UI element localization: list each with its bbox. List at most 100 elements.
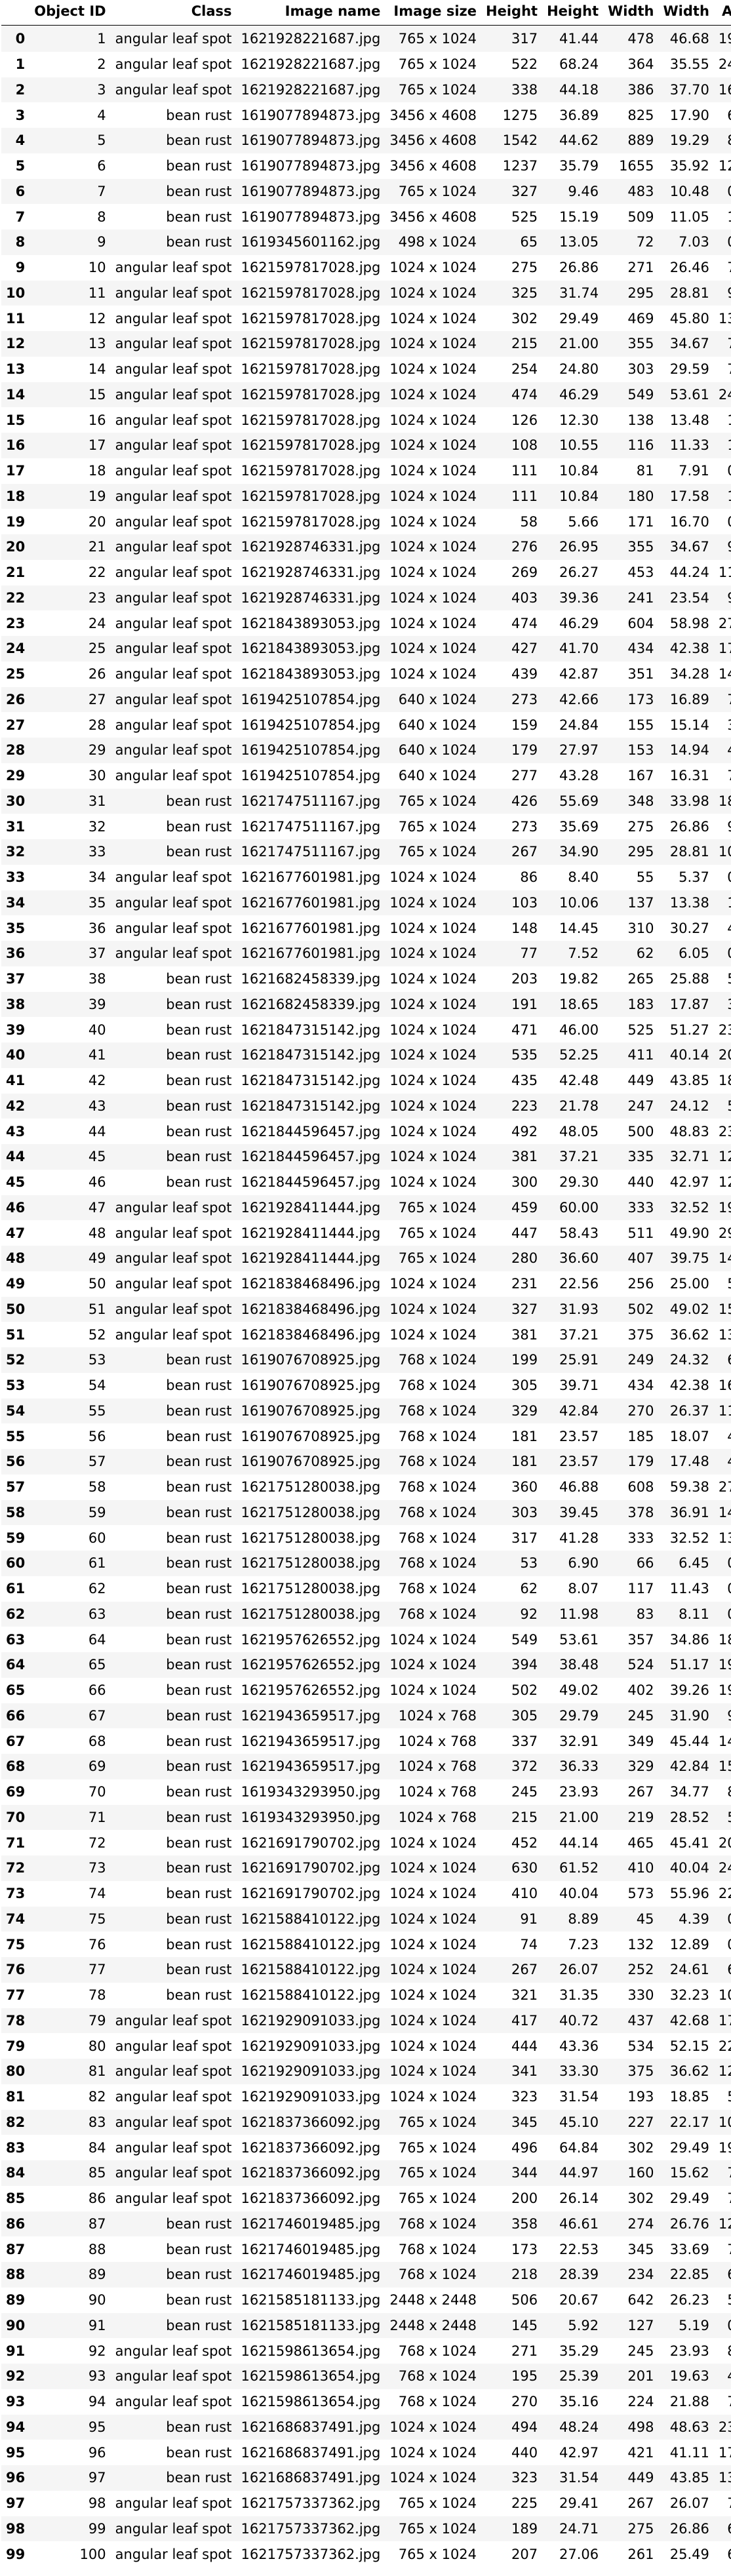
image-size-cell: 768 x 1024	[398, 2241, 477, 2257]
width-px-cell: 270	[603, 1398, 659, 1424]
class-cell: angular leaf spot	[115, 666, 232, 683]
height-pct-cell: 45.10	[542, 2109, 604, 2135]
image-name-cell: 1621597817028.jpg	[236, 280, 385, 306]
image-name-cell: 1621843893053.jpg	[236, 636, 385, 662]
height-px-cell: 360	[511, 1479, 538, 1496]
image-size-cell: 1024 x 768	[398, 1733, 477, 1749]
height-px-cell: 200	[511, 2190, 538, 2207]
width-pct-cell: 19.29	[658, 128, 714, 153]
area-cell: 6.49	[713, 2262, 731, 2288]
image-size-cell: 2448 x 2448	[385, 2312, 482, 2339]
table-row: 7 8 bean rust 1619077894873.jpg 3456 x 4608 5…	[1, 204, 731, 229]
area-cell: 6.63	[713, 2516, 731, 2542]
row-index: 56	[1, 1449, 30, 1475]
width-pct-cell: 11.43	[669, 1581, 709, 1597]
object-id-cell: 79	[30, 2008, 111, 2034]
height-pct-cell: 23.93	[559, 1784, 599, 1800]
height-pct-cell: 58.43	[559, 1225, 599, 1241]
class-cell: bean rust	[166, 1987, 232, 2004]
width-px-cell: 573	[627, 1886, 654, 1902]
row-index: 13	[6, 361, 26, 378]
width-px-cell: 421	[627, 2444, 654, 2461]
height-pct-cell: 42.48	[559, 1073, 599, 1089]
area-cell: 24.26	[718, 56, 731, 73]
height-pct-cell: 25.91	[542, 1347, 604, 1373]
object-id-cell: 52	[88, 1326, 106, 1343]
height-px-cell: 91	[481, 1906, 543, 1932]
height-pct-cell: 24.80	[559, 361, 599, 378]
width-px-cell: 245	[603, 1703, 659, 1729]
object-id-cell: 77	[30, 1957, 111, 1983]
width-px-cell: 333	[603, 1195, 659, 1221]
height-px-cell: 317	[481, 25, 543, 52]
object-id-cell: 39	[30, 991, 111, 1018]
class-cell: bean rust	[166, 1834, 232, 1851]
image-name-cell: 1621588410122.jpg	[236, 1957, 385, 1983]
area-cell: 17.38	[713, 2008, 731, 2034]
height-px-cell: 199	[481, 1347, 543, 1373]
row-index: 4	[1, 128, 30, 153]
area-cell: 7.71	[714, 2186, 731, 2211]
height-pct-cell: 36.89	[559, 107, 599, 123]
width-pct-cell: 51.27	[669, 1021, 709, 1038]
table-row: 22 23 angular leaf spot 1621928746331.jpg 10…	[1, 585, 731, 611]
height-pct-cell: 46.00	[559, 1021, 599, 1038]
height-px-cell: 145	[481, 2312, 543, 2339]
height-px-cell: 218	[481, 2262, 543, 2288]
image-name-cell: 1619076708925.jpg	[241, 1428, 381, 1444]
height-pct-cell: 8.07	[568, 1581, 599, 1597]
height-pct-cell: 23.57	[542, 1449, 604, 1475]
row-index: 19	[6, 513, 26, 530]
row-index: 39	[6, 1021, 26, 1038]
row-index: 66	[1, 1703, 30, 1729]
image-size-cell: 1024 x 1024	[389, 1123, 477, 1139]
object-id-cell: 29	[30, 738, 111, 763]
index-header	[1, 1, 30, 26]
row-index: 83	[6, 2139, 26, 2156]
image-size-cell: 765 x 1024	[385, 77, 482, 103]
class-cell: bean rust	[110, 128, 237, 153]
table-row: 29 30 angular leaf spot 1619425107854.jpg 64…	[1, 763, 731, 789]
image-size-cell: 1024 x 1024	[389, 920, 477, 936]
class-cell: angular leaf spot	[110, 2008, 237, 2034]
image-name-cell: 1619425107854.jpg	[236, 686, 385, 713]
width-px-cell: 302	[627, 2190, 654, 2207]
width-pct-cell: 29.49	[669, 2190, 709, 2207]
row-index: 64	[1, 1652, 30, 1678]
row-index: 90	[1, 2312, 30, 2339]
image-size-cell: 1024 x 1024	[385, 636, 482, 662]
class-cell: bean rust	[110, 991, 237, 1018]
image-size-cell: 765 x 1024	[385, 1195, 482, 1221]
object-id-cell: 82	[88, 2089, 106, 2105]
image-size-cell: 765 x 1024	[398, 1225, 477, 1241]
width-pct-cell: 13.38	[658, 890, 714, 916]
table-row: 97 98 angular leaf spot 1621757337362.jpg 76…	[1, 2491, 731, 2516]
table-row: 4 5 bean rust 1619077894873.jpg 3456 x 4608 1…	[1, 128, 731, 153]
area-cell: 19.51	[713, 1195, 731, 1221]
class-cell: bean rust	[166, 1021, 232, 1038]
area-cell: 1.68	[714, 204, 731, 229]
image-name-cell: 1621929091033.jpg	[241, 2038, 381, 2054]
row-index: 1	[15, 56, 26, 73]
width-px-cell: 183	[603, 991, 659, 1018]
width-pct-cell: 7.03	[658, 229, 714, 255]
table-row: 54 55 bean rust 1619076708925.jpg 768 x 1024…	[1, 1398, 731, 1424]
object-id-cell: 8	[97, 208, 106, 225]
image-name-cell: 1621957626552.jpg	[241, 1682, 381, 1699]
image-size-cell: 768 x 1024	[385, 2364, 482, 2389]
object-id-cell: 69	[30, 1754, 111, 1779]
height-px-cell: 403	[481, 585, 543, 611]
object-id-cell: 11	[30, 280, 111, 306]
object-id-cell: 7	[30, 178, 111, 205]
table-row: 2 3 angular leaf spot 1621928221687.jpg 765 …	[1, 77, 731, 103]
area-cell: 0.92	[714, 1576, 731, 1602]
width-px-cell: 252	[603, 1957, 659, 1983]
width-px-cell: 549	[603, 382, 659, 408]
class-cell: bean rust	[166, 1479, 232, 1496]
image-size-cell: 768 x 1024	[385, 2211, 482, 2237]
row-index: 54	[1, 1398, 30, 1424]
object-id-cell: 68	[88, 1733, 106, 1749]
object-id-cell: 10	[88, 260, 106, 276]
area-cell: 6.42	[713, 1957, 731, 1983]
row-index: 68	[1, 1754, 30, 1779]
